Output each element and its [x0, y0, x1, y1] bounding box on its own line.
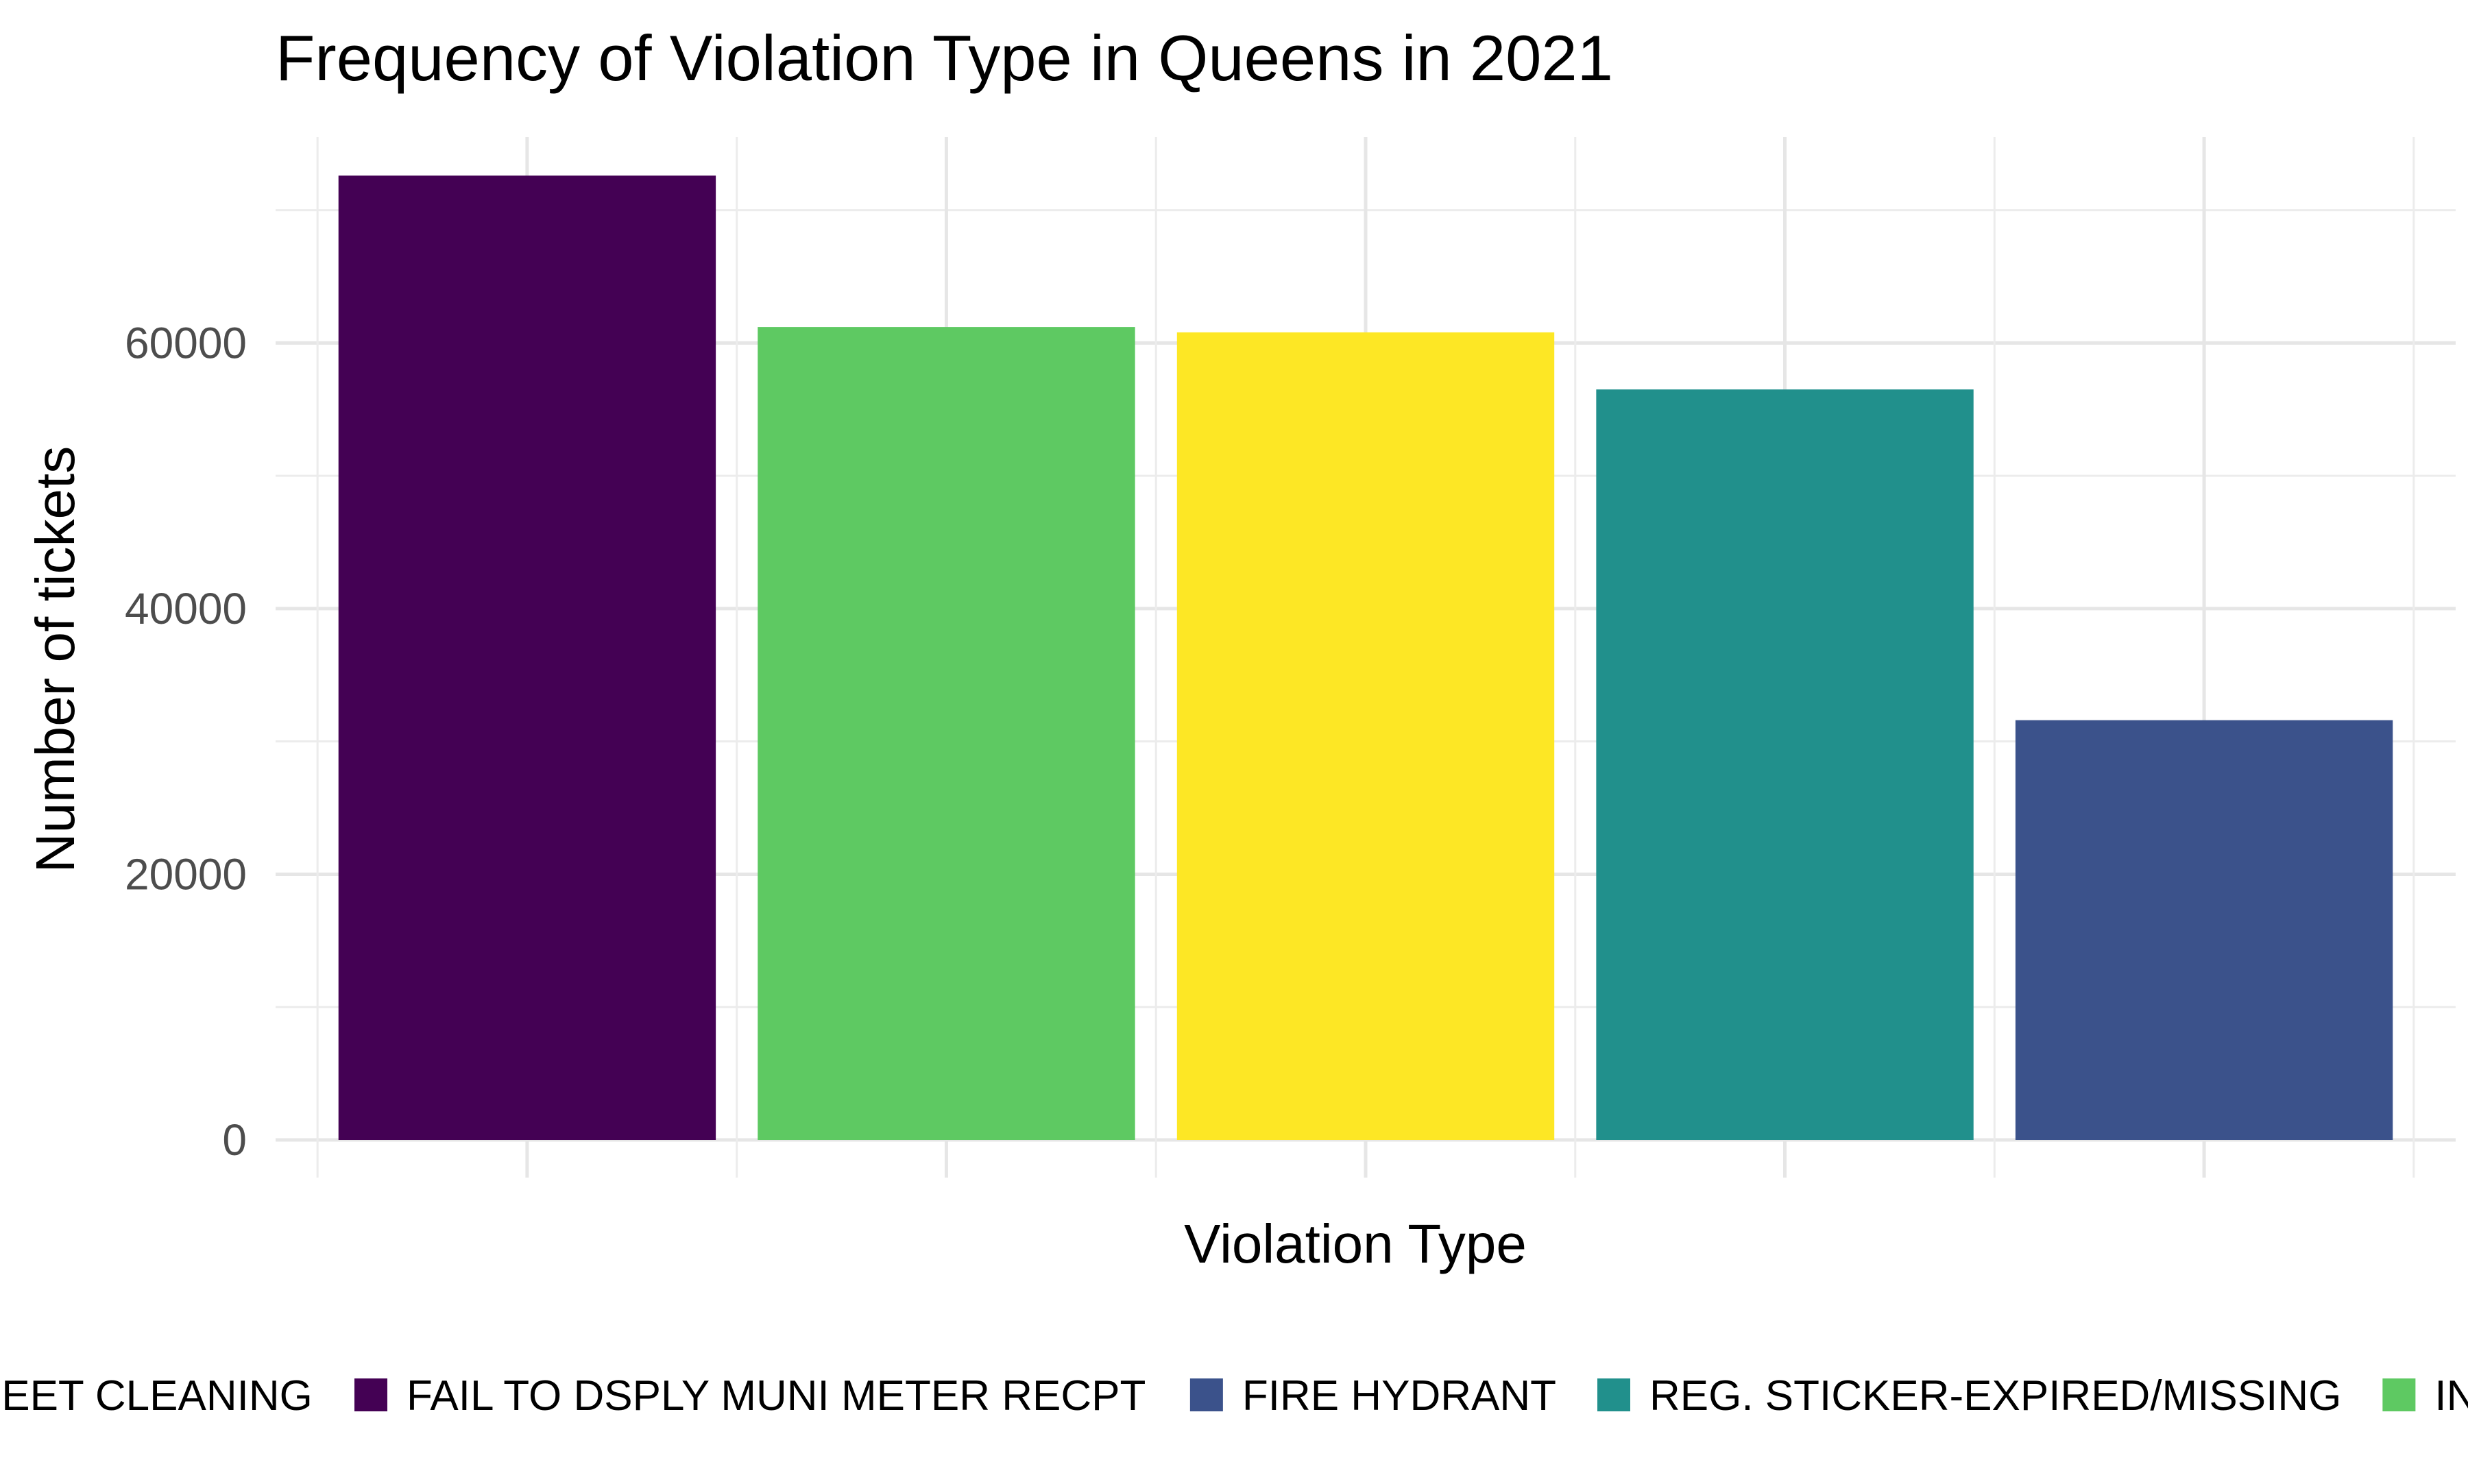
- bar: [338, 175, 716, 1140]
- legend-swatch: [1597, 1378, 1630, 1411]
- bar: [758, 327, 1135, 1140]
- legend-item: REG. STICKER-EXPIRED/MISSING: [1597, 1372, 2341, 1420]
- legend-item: NO PARKING-STREET CLEANING: [0, 1372, 313, 1420]
- legend-label: INSP. STICKER-EXPIRED/MISSING: [2434, 1372, 2468, 1420]
- legend-item: INSP. STICKER-EXPIRED/MISSING: [2382, 1372, 2468, 1420]
- chart-title: Frequency of Violation Type in Queens in…: [276, 22, 1613, 94]
- bars: [338, 175, 2393, 1141]
- legend-swatch: [1189, 1378, 1223, 1411]
- bar: [2015, 720, 2393, 1140]
- legend-label: REG. STICKER-EXPIRED/MISSING: [1649, 1372, 2341, 1420]
- legend: NO PARKING-STREET CLEANING FAIL TO DSPLY …: [0, 1372, 2468, 1420]
- legend-item: FIRE HYDRANT: [1189, 1372, 1556, 1420]
- x-axis-label: Violation Type: [1184, 1213, 1527, 1274]
- legend-item: FAIL TO DSPLY MUNI METER RECPT: [354, 1372, 1146, 1420]
- y-tick-label: 20000: [125, 849, 247, 899]
- y-axis-label: Number of tickets: [25, 446, 86, 873]
- y-tick-label: 60000: [125, 318, 247, 367]
- y-tick-label: 0: [222, 1115, 247, 1165]
- bar: [1596, 389, 1974, 1141]
- y-tick-label: 40000: [125, 584, 247, 633]
- bar: [1176, 332, 1555, 1140]
- legend-swatch: [354, 1378, 387, 1411]
- legend-label: FAIL TO DSPLY MUNI METER RECPT: [407, 1372, 1146, 1420]
- legend-swatch: [2382, 1378, 2416, 1411]
- y-tick-labels: 0 20000 40000 60000: [125, 318, 247, 1165]
- legend-label: NO PARKING-STREET CLEANING: [0, 1372, 313, 1420]
- legend-label: FIRE HYDRANT: [1242, 1372, 1556, 1420]
